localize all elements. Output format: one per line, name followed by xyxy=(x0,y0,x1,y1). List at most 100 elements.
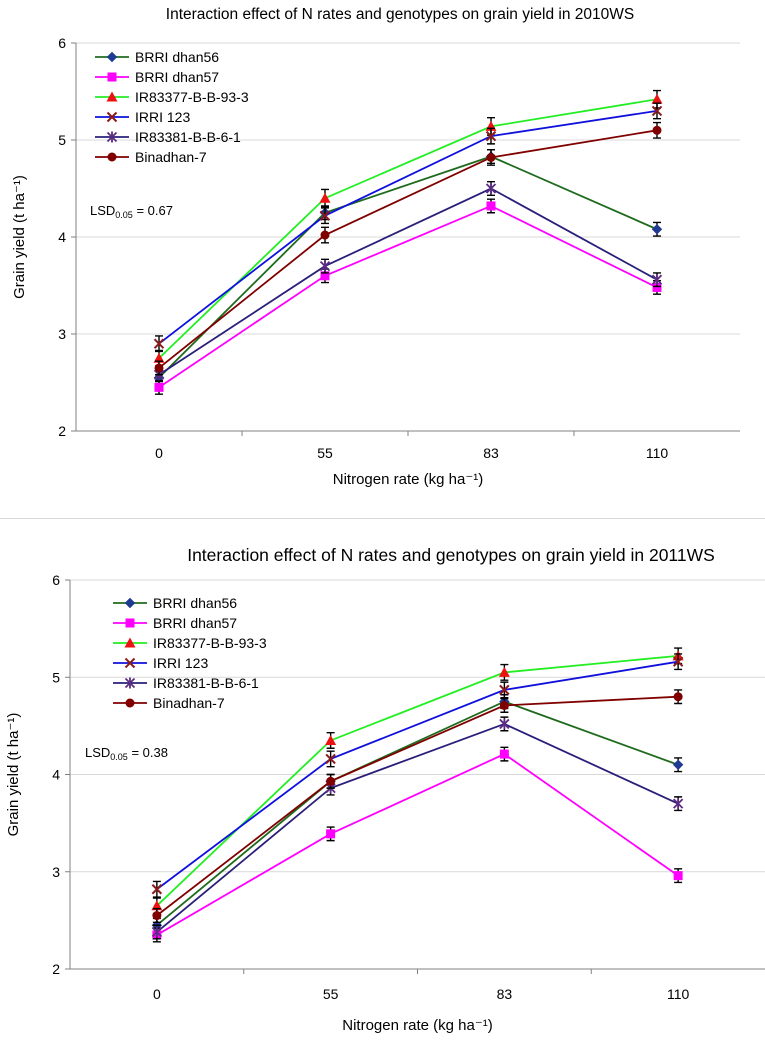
chart1-legend-label: BRRI dhan56 xyxy=(153,595,237,611)
chart0-xtick-label: 83 xyxy=(483,445,499,461)
chart1-data-point xyxy=(151,900,163,911)
chart1-legend-marker xyxy=(125,618,135,628)
chart-2011ws: Interaction effect of N rates and genoty… xyxy=(0,530,765,1036)
chart1-data-point xyxy=(672,798,684,810)
chart1-legend-marker xyxy=(124,677,136,689)
chart0-data-point xyxy=(319,210,331,221)
chart1-lsd-annotation: LSD0.05 = 0.38 xyxy=(85,745,168,762)
chart1-series-line xyxy=(156,722,679,933)
chart0-xtick-label: 110 xyxy=(646,445,669,461)
chart1-data-point xyxy=(325,753,336,765)
chart0-xtick-label: 0 xyxy=(155,445,163,461)
panel-divider xyxy=(0,518,765,519)
chart1-legend-label: BRRI dhan57 xyxy=(153,615,237,631)
chart0-data-point xyxy=(652,282,662,292)
chart1-legend-marker xyxy=(124,637,136,648)
chart0-legend-label: Binadhan-7 xyxy=(135,149,207,165)
chart0-series-line xyxy=(158,129,658,369)
chart1-data-point xyxy=(152,911,162,921)
chart0-ytick-label: 4 xyxy=(58,229,66,245)
chart1-data-point xyxy=(499,718,510,730)
chart1-data-point xyxy=(326,829,336,839)
chart0-data-point xyxy=(153,352,165,363)
chart0-legend-label: IR83381-B-B-6-1 xyxy=(135,129,241,145)
chart1-series-line xyxy=(156,753,679,936)
chart1-xtick-label: 55 xyxy=(323,986,339,1002)
chart1-data-point xyxy=(151,926,163,938)
chart1-ytick-label: 6 xyxy=(52,572,60,588)
chart1-x-axis-label: Nitrogen rate (kg ha⁻¹) xyxy=(342,1017,492,1034)
chart0-legend-label: BRRI dhan57 xyxy=(135,69,219,85)
chart1-data-point xyxy=(499,749,509,759)
chart0-data-point xyxy=(154,382,164,392)
chart0-ytick-label: 6 xyxy=(58,35,66,51)
chart1-xtick-label: 0 xyxy=(153,986,161,1002)
chart0-series-line xyxy=(158,204,658,389)
chart1-xtick-label: 110 xyxy=(667,986,690,1002)
chart-2011ws-svg: Interaction effect of N rates and genoty… xyxy=(5,545,765,1034)
chart1-legend-label: IR83381-B-B-6-1 xyxy=(153,675,259,691)
chart1-title: Interaction effect of N rates and genoty… xyxy=(187,545,715,565)
chart1-legend-label: IRRI 123 xyxy=(153,655,208,671)
chart1-data-point xyxy=(326,776,336,786)
chart0-data-point xyxy=(651,105,663,117)
chart0-data-point xyxy=(485,130,497,142)
chart0-data-point xyxy=(651,224,663,235)
chart0-ytick-label: 5 xyxy=(58,132,66,148)
chart0-xtick-label: 55 xyxy=(317,445,333,461)
chart0-title: Interaction effect of N rates and genoty… xyxy=(166,6,634,23)
chart1-data-point xyxy=(672,656,684,667)
chart1-ytick-label: 4 xyxy=(52,767,60,783)
chart1-data-point xyxy=(498,666,510,677)
chart0-data-point xyxy=(651,274,663,286)
chart1-data-point xyxy=(673,692,683,702)
chart0-data-point xyxy=(154,363,164,373)
chart0-data-point xyxy=(153,338,165,349)
chart1-data-point xyxy=(151,884,163,895)
chart1-xtick-label: 83 xyxy=(497,986,513,1002)
chart1-series-line xyxy=(156,700,679,926)
chart0-legend-marker xyxy=(106,51,118,63)
chart1-data-point xyxy=(499,684,510,696)
chart1-series-line xyxy=(156,695,679,917)
chart0-series-line xyxy=(158,155,658,379)
chart0-data-point xyxy=(320,271,330,281)
chart1-data-point xyxy=(499,700,509,710)
chart0-series-line xyxy=(158,187,658,376)
chart0-lsd-annotation: LSD0.05 = 0.67 xyxy=(90,203,173,220)
chart0-data-point xyxy=(486,201,496,211)
chart0-legend-label: BRRI dhan56 xyxy=(135,49,219,65)
chart1-data-point xyxy=(673,871,683,881)
chart0-legend-marker xyxy=(107,72,117,82)
chart1-legend-marker xyxy=(124,657,136,669)
chart0-legend-marker xyxy=(107,152,117,162)
chart0-x-axis-label: Nitrogen rate (kg ha⁻¹) xyxy=(333,471,483,488)
chart1-ytick-label: 3 xyxy=(52,864,60,880)
chart0-legend-label: IR83377-B-B-93-3 xyxy=(135,89,249,105)
chart0-data-point xyxy=(485,183,497,194)
chart-2010ws-svg: Interaction effect of N rates and genoty… xyxy=(11,6,740,488)
chart1-legend-marker xyxy=(124,597,136,609)
chart0-legend-marker xyxy=(106,91,118,102)
chart-2010ws: Interaction effect of N rates and genoty… xyxy=(0,0,765,506)
chart0-data-point xyxy=(652,125,662,135)
chart0-legend-marker xyxy=(106,111,118,123)
chart0-data-point xyxy=(319,192,331,203)
chart0-series-line xyxy=(158,110,658,345)
chart0-y-axis-label: Grain yield (t ha⁻¹) xyxy=(11,175,28,299)
chart0-data-point xyxy=(651,93,663,104)
chart1-ytick-label: 2 xyxy=(52,961,60,977)
chart0-data-point xyxy=(320,230,330,240)
chart1-y-axis-label: Grain yield (t ha⁻¹) xyxy=(5,713,22,837)
chart1-data-point xyxy=(672,759,684,770)
chart1-data-point xyxy=(325,734,337,745)
chart0-data-point xyxy=(486,152,496,162)
chart0-legend-marker xyxy=(106,131,118,143)
chart1-legend-marker xyxy=(125,698,135,708)
chart1-legend-label: IR83377-B-B-93-3 xyxy=(153,635,267,651)
chart1-ytick-label: 5 xyxy=(52,669,60,685)
chart0-series-line xyxy=(158,98,658,359)
chart0-data-point xyxy=(319,260,331,272)
chart0-legend-label: IRRI 123 xyxy=(135,109,190,125)
chart1-series-line xyxy=(156,660,679,890)
